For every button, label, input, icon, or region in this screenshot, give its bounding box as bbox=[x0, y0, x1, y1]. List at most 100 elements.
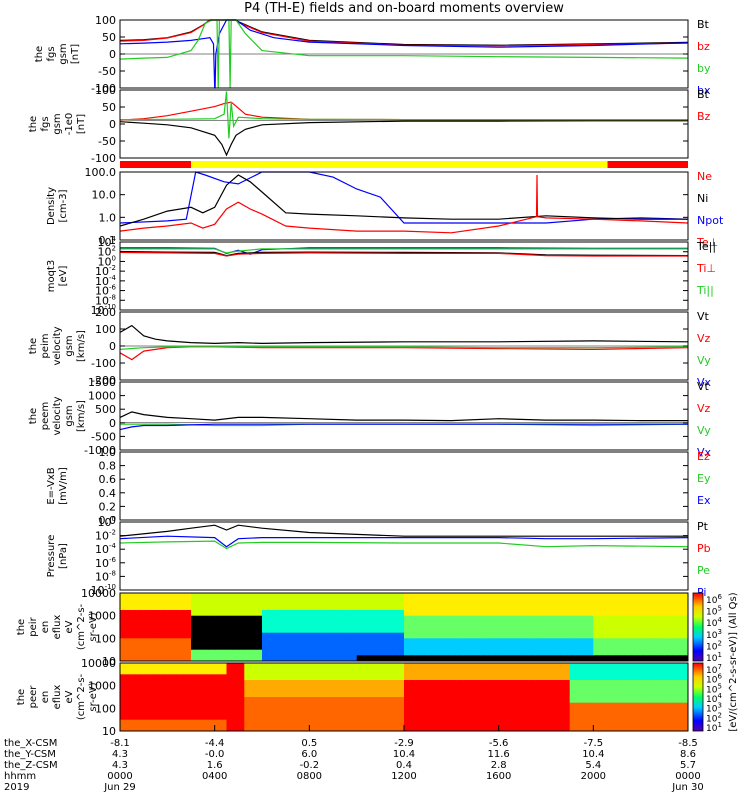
heatmap-cell bbox=[599, 691, 606, 698]
heatmap-cell bbox=[640, 604, 648, 611]
heatmap-cell bbox=[250, 674, 257, 681]
heatmap-cell bbox=[415, 638, 423, 645]
heatmap-cell bbox=[238, 621, 245, 628]
heatmap-cell bbox=[321, 674, 328, 681]
y-axis-label: sr-eV) bbox=[88, 682, 99, 711]
heatmap-cell bbox=[161, 610, 168, 617]
heatmap-cell bbox=[617, 655, 624, 661]
heatmap-cell bbox=[652, 593, 659, 600]
heatmap-cell bbox=[149, 621, 157, 628]
heatmap-cell bbox=[504, 708, 512, 715]
heatmap-cell bbox=[628, 632, 636, 639]
heatmap-cell bbox=[646, 593, 654, 600]
legend-Pi: Pi bbox=[697, 586, 706, 599]
heatmap-cell bbox=[380, 674, 387, 681]
heatmap-cell bbox=[676, 725, 683, 731]
heatmap-cell bbox=[392, 632, 399, 639]
heatmap-cell bbox=[238, 663, 245, 670]
heatmap-cell bbox=[125, 674, 133, 681]
heatmap-cell bbox=[167, 725, 174, 731]
heatmap-cell bbox=[149, 663, 157, 670]
y-axis-label: fgs bbox=[40, 116, 51, 131]
heatmap-cell bbox=[486, 615, 494, 622]
heatmap-cell bbox=[563, 610, 571, 617]
y-axis-label: eV bbox=[64, 620, 75, 633]
heatmap-cell bbox=[658, 674, 665, 681]
heatmap-cell bbox=[338, 615, 346, 622]
heatmap-cell bbox=[321, 598, 328, 605]
heatmap-cell bbox=[658, 691, 665, 698]
y-axis-label: [km/s] bbox=[76, 400, 87, 432]
heatmap-cell bbox=[617, 708, 624, 715]
y-tick-label: 0.1 bbox=[99, 234, 117, 247]
heatmap-cell bbox=[392, 627, 399, 634]
heatmap-cell bbox=[646, 674, 654, 681]
heatmap-cell bbox=[504, 649, 512, 656]
heatmap-cell bbox=[196, 725, 204, 731]
heatmap-cell bbox=[463, 714, 470, 721]
heatmap-cell bbox=[421, 708, 429, 715]
heatmap-cell bbox=[415, 680, 423, 687]
heatmap-cell bbox=[297, 638, 304, 645]
heatmap-cell bbox=[670, 610, 677, 617]
heatmap-cell bbox=[658, 621, 665, 628]
heatmap-cell bbox=[315, 638, 322, 645]
heatmap-cell bbox=[480, 593, 488, 600]
heatmap-cell bbox=[463, 593, 470, 600]
heatmap-cell bbox=[315, 649, 322, 656]
heatmap-cell bbox=[356, 714, 364, 721]
heatmap-cell bbox=[291, 638, 299, 645]
heatmap-cell bbox=[155, 627, 162, 634]
heatmap-cell bbox=[344, 610, 352, 617]
heatmap-cell bbox=[634, 719, 642, 726]
heatmap-cell bbox=[356, 691, 364, 698]
heatmap-cell bbox=[658, 593, 665, 600]
heatmap-cell bbox=[161, 615, 168, 622]
heatmap-cell bbox=[486, 604, 494, 611]
heatmap-cell bbox=[120, 719, 127, 726]
heatmap-cell bbox=[510, 702, 517, 709]
heatmap-cell bbox=[617, 674, 624, 681]
heatmap-cell bbox=[439, 615, 446, 622]
heatmap-cell bbox=[617, 663, 624, 670]
heatmap-cell bbox=[137, 615, 145, 622]
heatmap-cell bbox=[646, 627, 654, 634]
heatmap-cell bbox=[173, 621, 180, 628]
x-tick-label: 2000 bbox=[581, 771, 606, 782]
heatmap-cell bbox=[327, 697, 334, 704]
y-axis-label: gsm bbox=[64, 405, 75, 426]
heatmap-cell bbox=[486, 680, 494, 687]
heatmap-cell bbox=[433, 719, 441, 726]
heatmap-cell bbox=[303, 725, 310, 731]
heatmap-cell bbox=[427, 663, 435, 670]
heatmap-cell bbox=[522, 708, 529, 715]
heatmap-cell bbox=[569, 593, 577, 600]
heatmap-cell bbox=[415, 663, 423, 670]
y-tick-exponent: -10 bbox=[105, 583, 116, 591]
heatmap-cell bbox=[179, 708, 186, 715]
heatmap-cell bbox=[273, 691, 281, 698]
heatmap-cell bbox=[451, 621, 458, 628]
heatmap-cell bbox=[120, 674, 127, 681]
heatmap-cell bbox=[528, 680, 535, 687]
heatmap-cell bbox=[173, 691, 180, 698]
heatmap-cell bbox=[486, 714, 494, 721]
heatmap-cell bbox=[386, 649, 393, 656]
heatmap-cell bbox=[185, 649, 192, 656]
heatmap-cell bbox=[404, 632, 411, 639]
heatmap-cell bbox=[664, 649, 671, 656]
heatmap-cell bbox=[451, 593, 458, 600]
x-tick-label: -7.5 bbox=[584, 738, 604, 749]
heatmap-cell bbox=[327, 668, 334, 675]
heatmap-cell bbox=[143, 615, 151, 622]
heatmap-cell bbox=[557, 644, 565, 651]
heatmap-cell bbox=[504, 644, 512, 651]
y-tick-label: 100 bbox=[95, 702, 116, 715]
heatmap-cell bbox=[409, 663, 417, 670]
heatmap-cell bbox=[557, 649, 565, 656]
heatmap-cell bbox=[155, 610, 162, 617]
heatmap-cell bbox=[143, 610, 151, 617]
heatmap-cell bbox=[409, 610, 417, 617]
heatmap-cell bbox=[628, 604, 636, 611]
